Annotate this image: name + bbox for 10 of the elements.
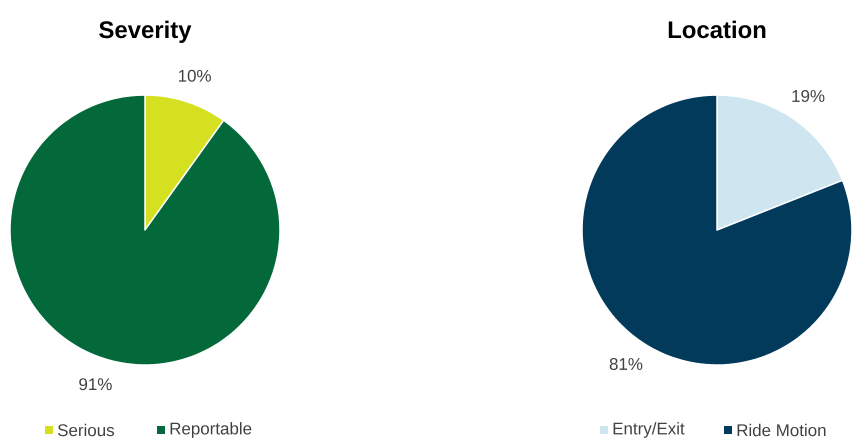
legend-label: Serious bbox=[58, 424, 114, 436]
chart-title: Severity bbox=[99, 20, 192, 43]
data-label: 81% bbox=[610, 358, 642, 370]
data-label: 10% bbox=[178, 70, 211, 82]
data-label: 19% bbox=[792, 90, 824, 102]
data-label: 91% bbox=[79, 378, 112, 390]
legend-label: Entry/Exit bbox=[614, 422, 685, 438]
legend-label: Ride Motion bbox=[738, 424, 826, 436]
chart-title: Location bbox=[668, 20, 766, 38]
legend-label: Reportable bbox=[170, 422, 252, 438]
